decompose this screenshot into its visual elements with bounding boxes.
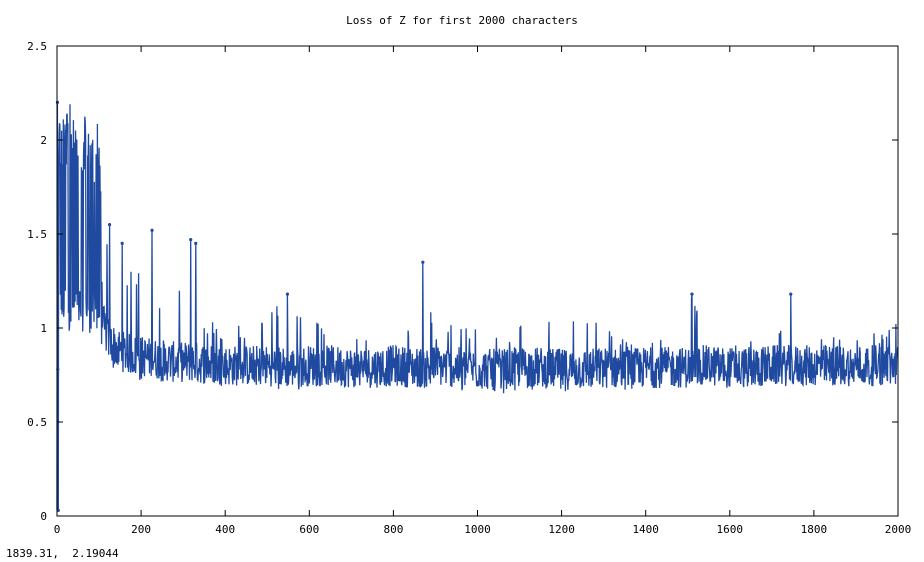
x-tick-label: 800 [383, 523, 403, 536]
spike-point-10 [690, 292, 694, 296]
y-tick-label: 0.5 [27, 416, 47, 429]
x-tick-label: 1600 [717, 523, 744, 536]
y-tick-label: 2.5 [27, 40, 47, 53]
x-tick-label: 600 [299, 523, 319, 536]
plot-frame [56, 45, 899, 517]
plot-border [56, 45, 899, 517]
x-tick-label: 2000 [885, 523, 912, 536]
y-tick-label: 1.5 [27, 228, 47, 241]
series-line-loss [56, 102, 899, 511]
axis-ticks: 0 200 400 600 800 1000 1200 1400 1600 1800 2000 0 0.… [27, 40, 911, 536]
spike-point-3 [107, 223, 112, 227]
x-tick-label: 1800 [801, 523, 828, 536]
spike-point-8 [285, 292, 290, 296]
y-tick-label: 0 [40, 510, 47, 523]
x-tick-label: 1000 [464, 523, 491, 536]
spike-point-6 [189, 238, 193, 242]
x-tick-label: 1200 [548, 523, 575, 536]
spike-point-9 [421, 260, 425, 264]
x-tick-label: 200 [131, 523, 151, 536]
spike-point-11 [789, 292, 793, 296]
cursor-coordinate-readout: 1839.31, 2.19044 [6, 547, 119, 560]
chart-title: Loss of Z for first 2000 characters [346, 14, 578, 27]
y-tick-label: 2 [40, 134, 47, 147]
y-tick-label: 1 [40, 322, 47, 335]
spike-point-7 [194, 241, 198, 245]
x-tick-label: 400 [215, 523, 235, 536]
spike-point-5 [150, 228, 154, 232]
series-layer [55, 100, 899, 512]
spike-point-4 [120, 241, 124, 245]
x-tick-label: 1400 [632, 523, 659, 536]
x-tick-label: 0 [54, 523, 61, 536]
